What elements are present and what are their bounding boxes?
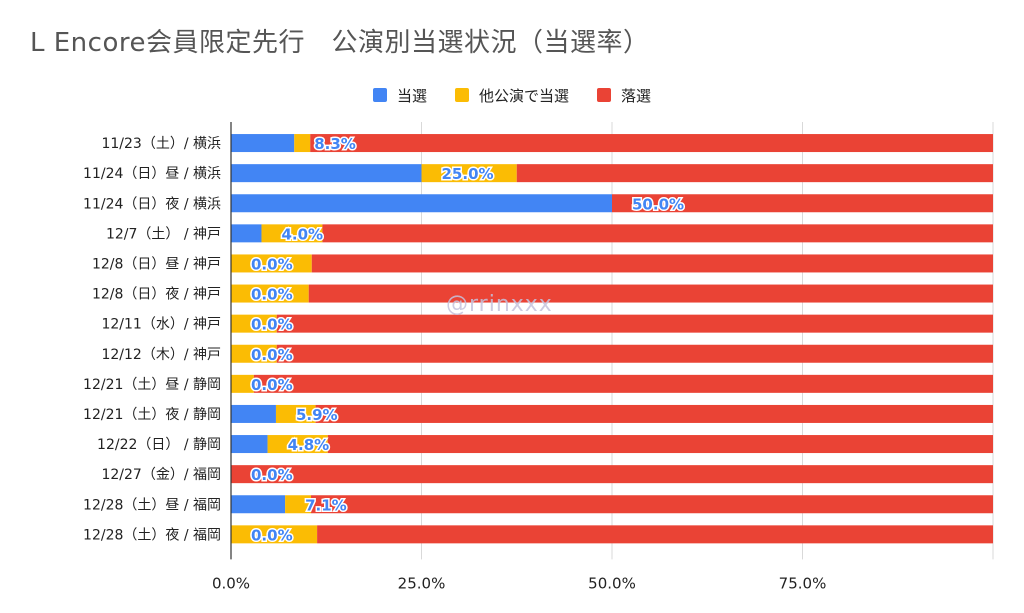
data-label: 5.9% bbox=[296, 406, 338, 424]
legend-swatch-lose bbox=[597, 88, 611, 102]
bar-segment-win bbox=[231, 495, 286, 514]
legend-swatch-other-win bbox=[454, 88, 469, 102]
legend-label-other-win: 他公演で当選 bbox=[478, 86, 569, 105]
y-tick-label: 12/21（土）昼 / 静岡 bbox=[83, 377, 221, 393]
data-label: 4.8% bbox=[288, 436, 330, 454]
bar-segment-lose bbox=[315, 404, 993, 423]
bar-segment-win bbox=[231, 194, 612, 213]
x-tick-label: 0.0% bbox=[212, 574, 250, 592]
bar-segment-other-win bbox=[294, 134, 311, 153]
bar-segment-lose bbox=[231, 465, 993, 484]
y-tick-label: 11/24（日）昼 / 横浜 bbox=[83, 166, 221, 182]
x-tick-label: 50.0% bbox=[588, 574, 636, 592]
y-tick-label: 11/23（土）/ 横浜 bbox=[101, 136, 221, 152]
legend-label-lose: 落選 bbox=[621, 86, 652, 105]
y-tick-label: 12/27（金）/ 福岡 bbox=[101, 467, 221, 483]
legend-item-other-win: 他公演で当選 bbox=[454, 83, 569, 107]
bar-segment-lose bbox=[311, 495, 993, 514]
bar-segment-win bbox=[231, 224, 262, 243]
bar-segment-lose bbox=[311, 254, 994, 273]
legend-label-win: 当選 bbox=[396, 86, 427, 105]
x-tick-label: 75.0% bbox=[779, 574, 827, 592]
data-label: 50.0% bbox=[632, 195, 684, 213]
legend-swatch-win bbox=[372, 88, 387, 102]
y-tick-label: 12/28（土）昼 / 福岡 bbox=[83, 497, 221, 513]
bar-segment-lose bbox=[612, 194, 993, 213]
bar-segment-other-win bbox=[231, 254, 312, 273]
bar-segment-other-win bbox=[261, 224, 323, 243]
y-tick-label: 12/11（水）/ 神戸 bbox=[101, 317, 221, 333]
data-label: 0.0% bbox=[251, 466, 293, 484]
bar-segment-lose bbox=[253, 374, 994, 393]
y-tick-label: 12/28（土）夜 / 福岡 bbox=[83, 527, 221, 543]
bar-segment-win bbox=[231, 164, 422, 183]
bar-segment-win bbox=[231, 134, 295, 153]
data-label: 7.1% bbox=[305, 496, 347, 514]
chart-title: L Encore会員限定先行 公演別当選状況（当選率） bbox=[30, 28, 650, 58]
watermark: @rrinxxx bbox=[446, 292, 553, 317]
y-tick-label: 12/8（日）昼 / 神戸 bbox=[92, 256, 221, 272]
bar-segment-lose bbox=[317, 525, 994, 544]
bar-segment-lose bbox=[322, 224, 993, 243]
data-label: 0.0% bbox=[251, 286, 293, 304]
data-label: 25.0% bbox=[442, 165, 494, 183]
data-label: 0.0% bbox=[251, 255, 293, 273]
bar-segment-other-win bbox=[285, 495, 312, 514]
bar-segment-other-win bbox=[421, 164, 517, 183]
data-label: 4.0% bbox=[281, 225, 323, 243]
data-label: 0.0% bbox=[251, 526, 293, 544]
data-label: 0.0% bbox=[251, 316, 293, 334]
data-label: 0.0% bbox=[251, 346, 293, 364]
y-tick-label: 11/24（日）夜 / 横浜 bbox=[83, 196, 221, 212]
y-tick-label: 12/21（土）夜 / 静岡 bbox=[83, 407, 221, 423]
bar-segment-other-win bbox=[275, 404, 316, 423]
bar-segment-lose bbox=[310, 134, 993, 153]
bar-segment-other-win bbox=[231, 284, 309, 303]
y-tick-label: 12/12（木）/ 神戸 bbox=[101, 347, 221, 363]
bar-segment-other-win bbox=[231, 314, 277, 333]
bar-segment-lose bbox=[327, 435, 993, 454]
legend-item-lose: 落選 bbox=[597, 83, 651, 107]
bar-segment-win bbox=[231, 404, 276, 423]
bar-segment-lose bbox=[516, 164, 993, 183]
data-label: 8.3% bbox=[314, 135, 356, 153]
bar-segment-other-win bbox=[267, 435, 328, 454]
bar-segment-win bbox=[231, 435, 268, 454]
y-tick-label: 12/8（日）夜 / 神戸 bbox=[92, 287, 221, 303]
x-tick-label: 25.0% bbox=[398, 574, 446, 592]
bar-segment-other-win bbox=[231, 374, 254, 393]
bar-segment-lose bbox=[276, 344, 994, 363]
bar-segment-other-win bbox=[231, 525, 318, 544]
data-label: 0.0% bbox=[251, 376, 293, 394]
legend-item-win: 当選 bbox=[372, 83, 427, 107]
legend: 当選 他公演で当選 落選 bbox=[0, 83, 1024, 107]
bar-segment-lose bbox=[276, 314, 994, 333]
bar-segment-other-win bbox=[231, 344, 277, 363]
bar-segment-lose bbox=[308, 284, 993, 303]
y-tick-label: 12/7（土） / 神戸 bbox=[106, 226, 221, 242]
y-tick-label: 12/22（日） / 静岡 bbox=[97, 437, 221, 453]
